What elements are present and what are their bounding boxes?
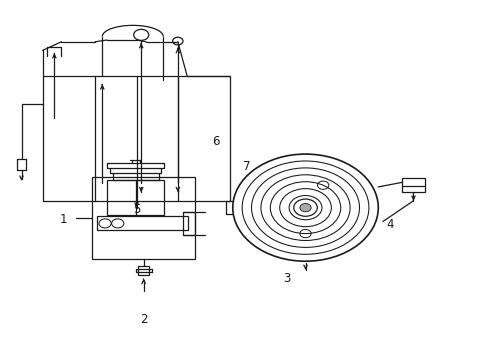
Bar: [107, 180, 164, 215]
Bar: [401, 178, 425, 192]
Text: 7: 7: [243, 160, 250, 173]
Bar: [92, 176, 195, 260]
Text: 6: 6: [212, 135, 220, 148]
Circle shape: [299, 203, 310, 212]
Text: 1: 1: [60, 213, 67, 226]
Text: 4: 4: [386, 219, 393, 231]
Text: 5: 5: [133, 203, 140, 216]
Bar: [183, 212, 195, 235]
Text: 3: 3: [283, 272, 290, 285]
Text: 2: 2: [140, 314, 147, 327]
Bar: [97, 216, 188, 230]
Bar: [138, 266, 148, 275]
